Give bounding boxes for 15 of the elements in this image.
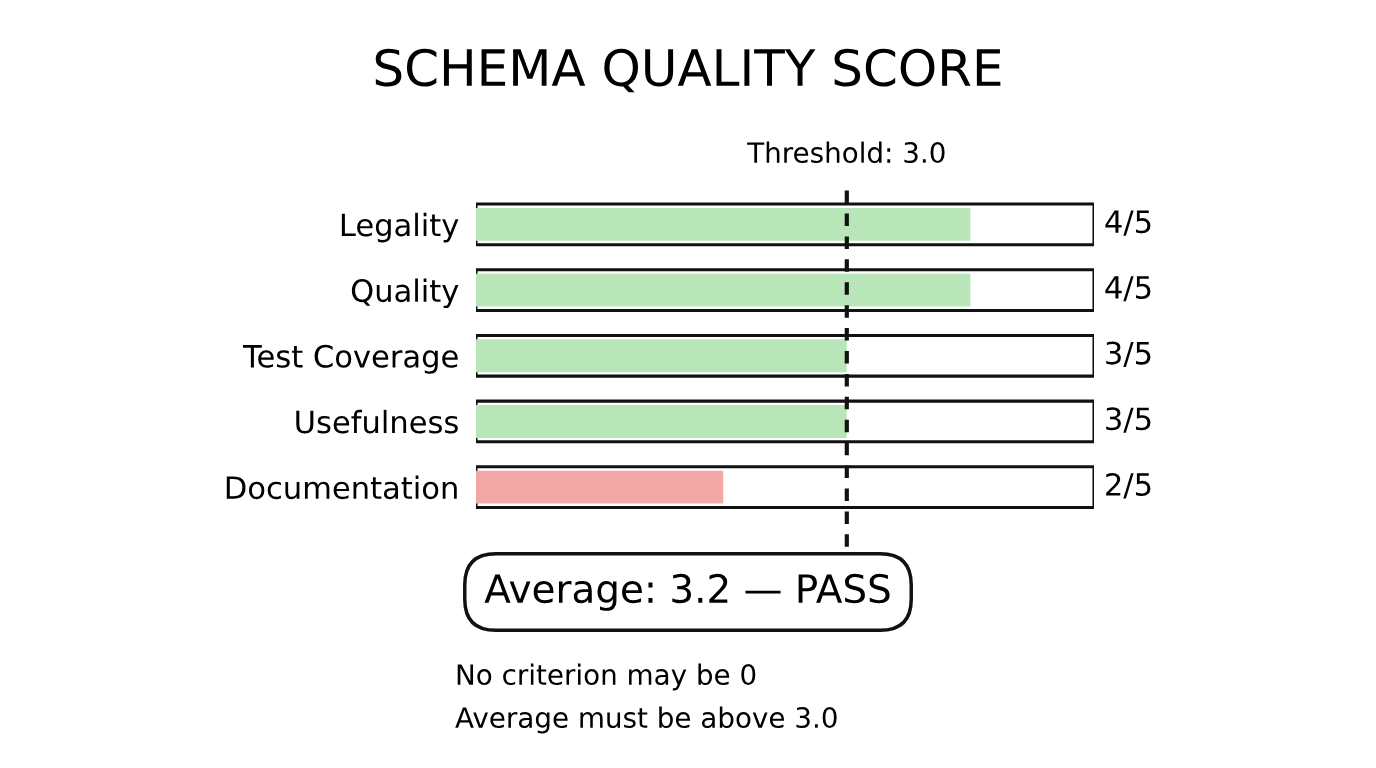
data-label: 3/5 [1106, 407, 1151, 433]
text: Threshold: 3.0 [747, 141, 945, 164]
chart-title: SCHEMA QUALITY SCORE [375, 48, 1001, 93]
text: Average must be above 3.0 [455, 706, 837, 734]
text: Average: 3.2 — PASS [484, 573, 890, 611]
y-tick-label: Documentation [226, 475, 457, 500]
y-tick-label: Usefulness [296, 409, 458, 434]
y-tick-label: Quality [351, 278, 459, 309]
data-label: 2/5 [1106, 472, 1151, 499]
y-tick-label: Legality [341, 212, 459, 243]
text: No criterion may be 0 [457, 663, 756, 691]
data-label: 4/5 [1105, 210, 1151, 236]
y-tick-label: Test Coverage [242, 344, 458, 374]
data-label: 3/5 [1106, 341, 1151, 368]
data-label: 4/5 [1105, 276, 1151, 302]
